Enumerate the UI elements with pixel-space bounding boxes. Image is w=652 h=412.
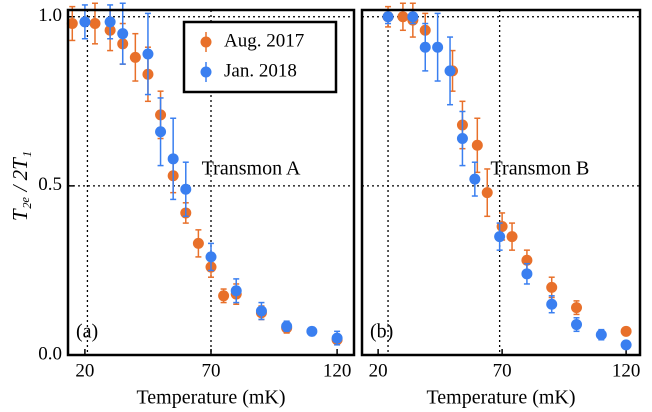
annotation: Transmon B (491, 158, 590, 180)
data-point (205, 251, 217, 263)
data-point (521, 268, 533, 280)
legend-marker (200, 36, 212, 48)
data-point (89, 18, 101, 30)
x-tick-label: 20 (75, 360, 94, 381)
data-point (218, 290, 230, 302)
data-point (444, 65, 456, 77)
x-tick-label: 70 (493, 360, 512, 381)
data-point (382, 11, 394, 23)
data-point (546, 281, 558, 293)
data-point (331, 332, 343, 344)
data-point (104, 16, 116, 28)
data-point (167, 153, 179, 165)
data-point (281, 320, 293, 332)
data-point (481, 187, 493, 199)
data-point (407, 11, 419, 23)
y-tick-label: 1.0 (38, 5, 62, 26)
data-point (192, 237, 204, 249)
data-point (79, 16, 91, 28)
data-point (306, 325, 318, 337)
y-tick-label: 0.5 (38, 174, 62, 195)
legend-box (182, 20, 338, 94)
axes-frame (66, 8, 356, 357)
data-point (142, 48, 154, 60)
data-point (471, 139, 483, 151)
data-point (506, 231, 518, 243)
data-point (469, 173, 481, 185)
data-point (620, 339, 632, 351)
data-point (494, 231, 506, 243)
x-axis-label: Temperature (mK) (136, 387, 285, 409)
data-point (129, 51, 141, 63)
y-axis-label: T₂ₑ / 2T₁ (8, 151, 32, 221)
panel-label: (a) (76, 321, 98, 343)
data-point (117, 28, 129, 40)
legend-label: Jan. 2018 (224, 60, 297, 81)
data-point (230, 285, 242, 297)
data-point (255, 305, 267, 317)
x-tick-label: 70 (202, 360, 221, 381)
panel-label: (b) (370, 321, 393, 343)
y-tick-label: 0.0 (38, 343, 62, 364)
data-point (397, 11, 409, 23)
data-point (419, 41, 431, 53)
data-point (595, 329, 607, 341)
data-point (432, 41, 444, 53)
data-point (571, 302, 583, 314)
data-point (155, 126, 167, 138)
legend-label: Aug. 2017 (224, 30, 304, 51)
data-point (571, 319, 583, 331)
x-tick-label: 20 (369, 360, 388, 381)
data-point (66, 18, 78, 30)
axes-frame (360, 8, 642, 357)
x-tick-label: 120 (323, 360, 352, 381)
annotation: Transmon A (202, 158, 301, 180)
data-point (180, 183, 192, 195)
legend-marker (200, 66, 212, 78)
data-point (456, 133, 468, 145)
x-tick-label: 120 (612, 360, 641, 381)
data-point (546, 298, 558, 310)
data-point (620, 325, 632, 337)
x-axis-label: Temperature (mK) (426, 387, 575, 409)
